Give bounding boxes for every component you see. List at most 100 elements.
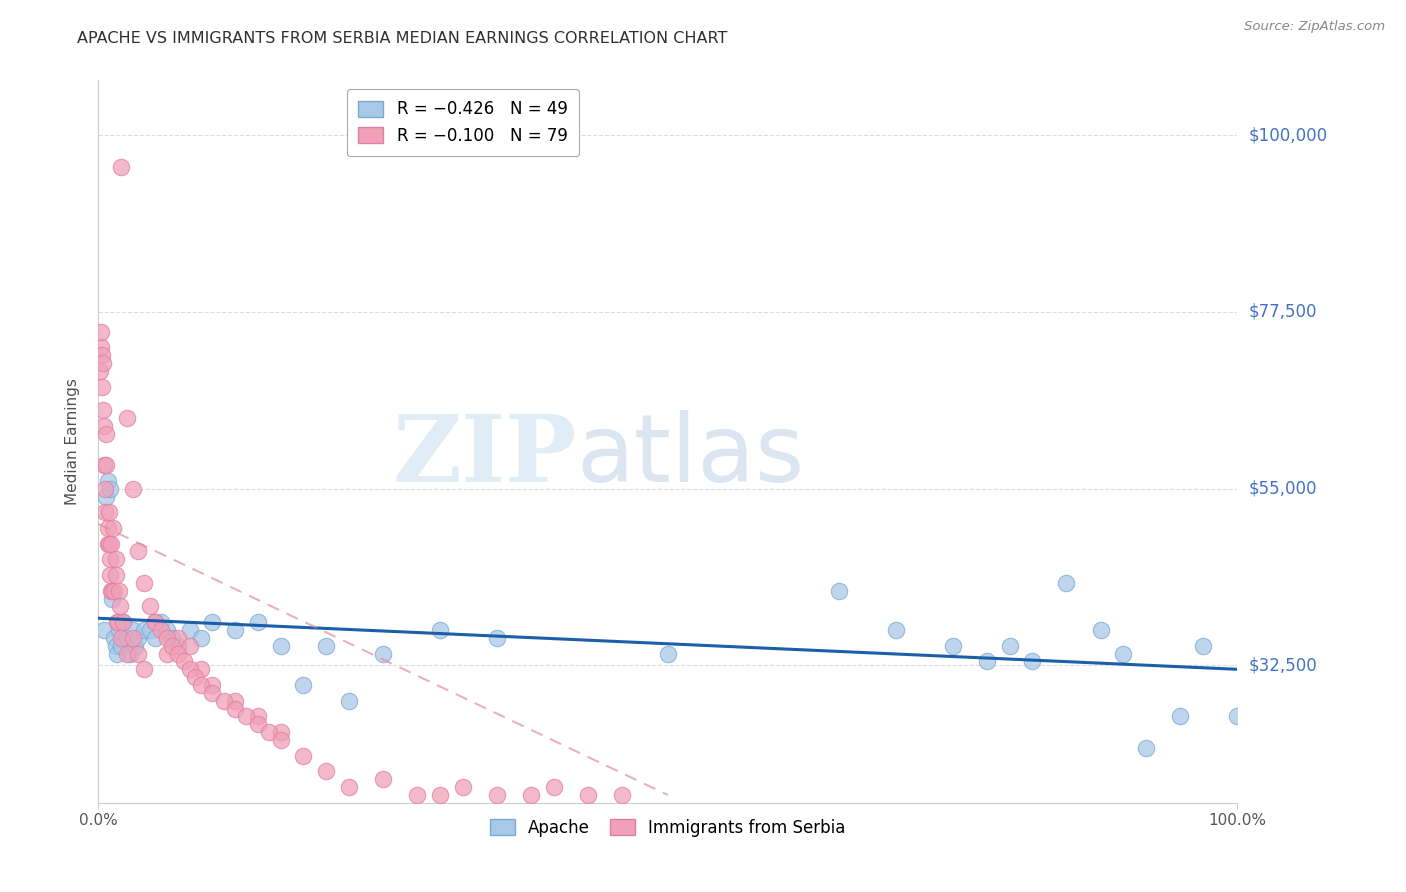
Point [246,709,269,723]
Point [121,631,143,645]
Point [371,647,394,661]
Point [103,521,125,535]
Point [173,655,195,669]
Point [1090,623,1112,637]
Point [120,647,142,661]
Point [612,788,634,802]
Point [105,615,128,630]
Point [429,623,451,637]
Point [110,631,132,645]
Point [94,505,117,519]
Point [96,521,118,535]
Point [1192,639,1215,653]
Point [406,788,429,802]
Point [115,411,138,425]
Point [97,536,120,550]
Point [104,552,127,566]
Point [224,701,246,715]
Point [1021,655,1043,669]
Point [190,631,212,645]
Point [315,764,337,779]
Point [337,780,360,794]
Point [1112,647,1135,661]
Point [190,678,212,692]
Point [96,458,118,472]
Point [132,575,155,590]
Point [179,623,201,637]
Text: $100,000: $100,000 [1249,127,1327,145]
Point [179,639,201,653]
Point [246,615,269,630]
Point [100,536,122,550]
Point [246,717,269,731]
Point [91,403,114,417]
Point [103,583,125,598]
Point [451,780,474,794]
Point [167,647,190,661]
Point [337,694,360,708]
Point [156,623,179,637]
Point [138,623,160,637]
Point [132,623,155,637]
Point [93,458,115,472]
Point [89,364,111,378]
Point [93,623,115,637]
Point [543,780,565,794]
Point [94,482,117,496]
Point [235,709,257,723]
Point [371,772,394,787]
Point [292,678,315,692]
Point [121,482,143,496]
Point [270,725,292,739]
Point [224,623,246,637]
Point [112,615,135,630]
Point [90,348,112,362]
Point [115,647,138,661]
Text: ZIP: ZIP [392,411,576,501]
Point [127,647,149,661]
Point [101,591,124,606]
Point [145,631,167,645]
Point [315,639,337,653]
Point [976,655,998,669]
Point [93,418,115,433]
Point [115,631,138,645]
Legend: Apache, Immigrants from Serbia: Apache, Immigrants from Serbia [478,807,858,848]
Text: $77,500: $77,500 [1249,303,1317,321]
Point [212,694,235,708]
Point [145,615,167,630]
Point [103,631,125,645]
Text: $32,500: $32,500 [1249,657,1317,674]
Point [156,647,179,661]
Point [96,490,118,504]
Point [292,748,315,763]
Text: APACHE VS IMMIGRANTS FROM SERBIA MEDIAN EARNINGS CORRELATION CHART: APACHE VS IMMIGRANTS FROM SERBIA MEDIAN … [77,31,728,46]
Point [270,733,292,747]
Point [828,583,851,598]
Text: $55,000: $55,000 [1249,480,1317,498]
Point [90,340,112,354]
Point [98,568,121,582]
Point [998,639,1021,653]
Point [108,623,131,637]
Point [105,647,128,661]
Point [91,356,114,370]
Point [942,639,965,653]
Point [884,623,907,637]
Point [150,615,173,630]
Point [98,552,121,566]
Point [201,678,224,692]
Point [110,160,132,174]
Point [190,662,212,676]
Point [110,639,132,653]
Point [112,615,135,630]
Point [121,623,143,637]
Point [124,639,146,653]
Point [156,631,179,645]
Point [486,788,509,802]
Point [96,426,118,441]
Text: atlas: atlas [576,410,806,502]
Point [167,631,190,645]
Point [90,379,112,393]
Point [259,725,281,739]
